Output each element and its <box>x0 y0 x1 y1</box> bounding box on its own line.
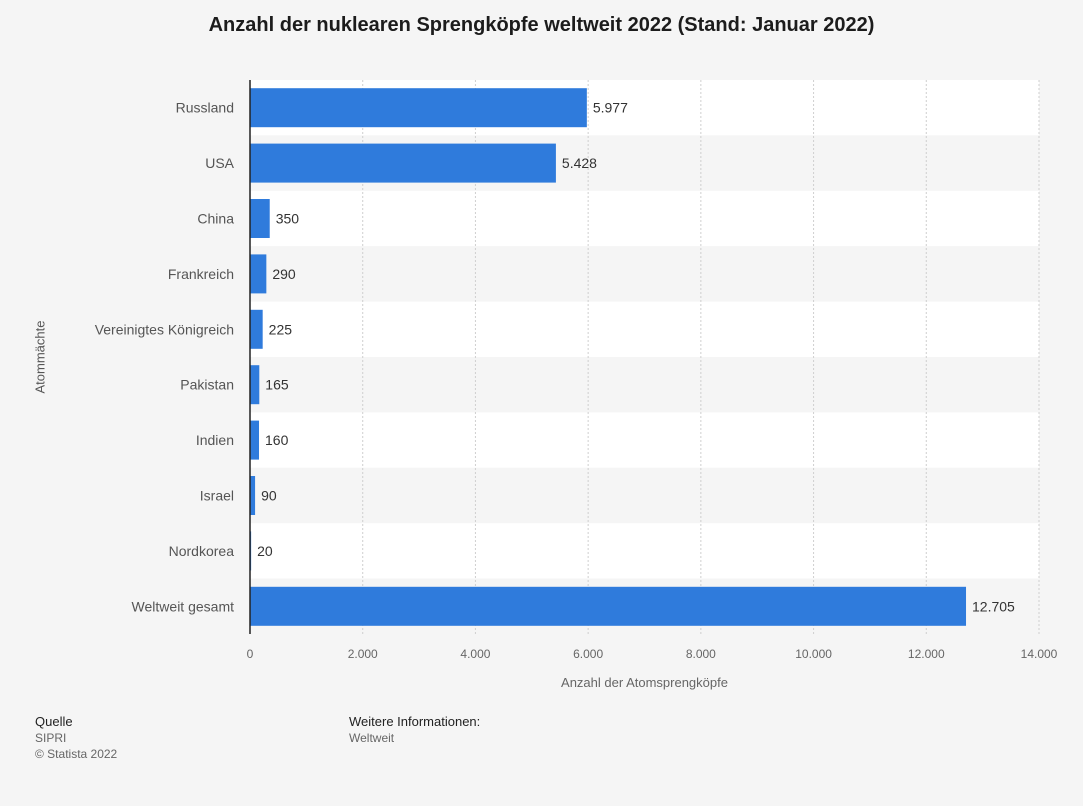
row-band <box>250 301 1039 357</box>
info-text: Weltweit <box>349 731 395 745</box>
value-label: 12.705 <box>972 598 1015 614</box>
bar <box>250 365 260 405</box>
x-tick-label: 0 <box>247 647 254 661</box>
category-label: Russland <box>176 100 234 116</box>
category-label: USA <box>205 155 234 171</box>
bar <box>250 309 263 349</box>
category-label: Frankreich <box>168 266 234 282</box>
bar <box>250 143 556 183</box>
value-label: 20 <box>257 543 273 559</box>
bar <box>250 476 256 515</box>
x-tick-label: 10.000 <box>795 647 832 661</box>
value-label: 290 <box>272 266 296 282</box>
value-label: 350 <box>276 211 300 227</box>
x-tick-label: 12.000 <box>908 647 945 661</box>
row-band <box>250 412 1039 468</box>
category-label: Weltweit gesamt <box>132 598 235 614</box>
x-axis-label: Anzahl der Atomsprengköpfe <box>561 675 728 690</box>
bar <box>250 420 260 460</box>
source-heading: Quelle <box>35 714 73 729</box>
bar <box>250 254 267 294</box>
row-band <box>250 523 1039 579</box>
row-band <box>250 467 1039 524</box>
category-label: Israel <box>200 488 234 504</box>
row-band <box>250 190 1039 247</box>
x-tick-label: 6.000 <box>573 647 603 661</box>
row-band <box>250 357 1039 413</box>
value-label: 5.977 <box>593 100 628 116</box>
y-axis-label: Atommächte <box>32 320 48 394</box>
chart-title: Anzahl der nuklearen Sprengköpfe weltwei… <box>208 14 875 36</box>
value-label: 90 <box>261 488 277 504</box>
x-tick-label: 14.000 <box>1021 647 1058 661</box>
source-text: SIPRI <box>35 731 67 745</box>
info-heading[interactable]: Weitere Informationen: <box>349 714 481 729</box>
x-tick-label: 2.000 <box>348 647 378 661</box>
value-label: 165 <box>265 377 289 393</box>
row-band <box>250 246 1039 302</box>
category-label: Indien <box>196 432 234 448</box>
x-tick-label: 4.000 <box>460 647 490 661</box>
bar-chart: Russland 5.977 USA 5.428 China 350 Frankreich 2… <box>95 80 1058 690</box>
source-block: Quelle SIPRI © Statista 2022 <box>35 714 117 762</box>
copyright-text: © Statista 2022 <box>35 747 118 761</box>
x-tick-label: 8.000 <box>686 647 716 661</box>
value-label: 5.428 <box>562 155 597 171</box>
info-block: Weitere Informationen: Weltweit <box>349 714 480 746</box>
category-label: Nordkorea <box>169 543 235 559</box>
category-label: China <box>197 211 234 227</box>
value-label: 225 <box>269 321 293 337</box>
value-label: 160 <box>265 432 289 448</box>
bar <box>250 199 270 238</box>
bar <box>250 586 967 626</box>
category-label: Vereinigtes Königreich <box>95 321 234 337</box>
category-label: Pakistan <box>180 377 234 393</box>
bar <box>250 88 587 128</box>
